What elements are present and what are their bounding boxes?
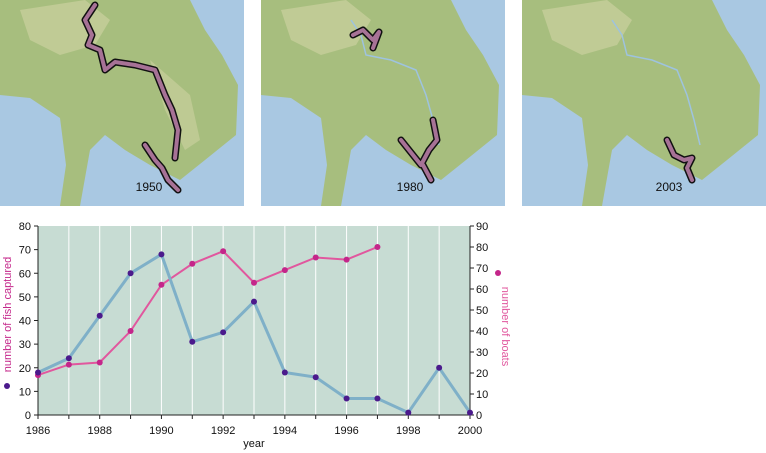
- right-axis-ticks: 0 10 20 30 40 50 60 70 80 90: [470, 221, 488, 422]
- right-tick-label: 60: [476, 284, 488, 296]
- boats-point: [374, 244, 381, 250]
- x-tick-label: 1996: [334, 425, 358, 437]
- right-tick-label: 90: [476, 221, 488, 233]
- fish-point: [65, 355, 72, 362]
- fish-point: [343, 395, 350, 402]
- boats-point: [281, 267, 288, 274]
- fish-point: [35, 369, 41, 376]
- x-axis-ticks: 1986 1988 1990 1992 1994 1996 1998 2000: [26, 415, 482, 437]
- right-tick-label: 50: [476, 305, 488, 317]
- river: [611, 19, 701, 146]
- map-year-label: 1950: [135, 180, 163, 194]
- right-tick-label: 30: [476, 347, 488, 359]
- fish-point: [251, 298, 257, 305]
- right-tick-label: 40: [476, 326, 488, 338]
- x-tick-label: 1994: [273, 425, 297, 437]
- x-tick-label: 1992: [211, 425, 235, 437]
- right-axis-title: number of boats: [499, 287, 510, 367]
- fish-point: [467, 409, 473, 416]
- x-tick-label: 1986: [26, 425, 50, 437]
- map-1980: [261, 0, 505, 206]
- fish-point: [312, 374, 319, 381]
- x-axis-title: year: [243, 438, 265, 450]
- boats-line: [37, 246, 378, 377]
- right-tick-label: 80: [476, 242, 488, 254]
- fish-point: [220, 329, 227, 336]
- fish-point: [96, 312, 103, 319]
- fish-point: [281, 369, 288, 376]
- boats-point: [65, 361, 72, 368]
- fish-boats-chart: 0 10 20 30 40 50 60 70 80 0 10 20 30 40 50 60 70 80 90 19…: [2, 221, 510, 450]
- boats-point: [189, 260, 196, 267]
- map-panel-1950: 1950: [0, 0, 244, 206]
- map-panel-2003: 2003: [522, 0, 766, 206]
- fish-range: [665, 138, 694, 182]
- highland: [281, 0, 371, 55]
- x-tick-label: 1998: [396, 425, 420, 437]
- highland: [542, 0, 632, 55]
- right-tick-label: 0: [476, 410, 482, 422]
- map-1950: [0, 0, 244, 206]
- left-tick-label: 50: [19, 292, 31, 304]
- left-axis-legend-dot: [4, 383, 10, 389]
- map-2003: [522, 0, 766, 206]
- fish-point: [127, 270, 134, 277]
- left-tick-label: 80: [19, 221, 31, 233]
- left-axis-ticks: 0 10 20 30 40 50 60 70 80: [19, 221, 38, 422]
- boats-point: [220, 248, 227, 255]
- boats-point: [96, 359, 103, 366]
- right-tick-label: 10: [476, 389, 488, 401]
- boats-point: [312, 254, 319, 261]
- left-tick-label: 40: [19, 316, 31, 328]
- fish-range: [399, 118, 439, 182]
- boats-point: [158, 281, 165, 288]
- fish-point: [158, 251, 165, 258]
- left-tick-label: 0: [25, 410, 31, 422]
- left-tick-label: 30: [19, 339, 31, 351]
- fish-point: [374, 395, 381, 402]
- boats-point: [127, 328, 134, 334]
- left-tick-label: 20: [19, 363, 31, 375]
- x-tick-label: 1990: [149, 425, 173, 437]
- left-tick-label: 60: [19, 268, 31, 280]
- map-panel-1980: 1980: [261, 0, 505, 206]
- left-tick-label: 10: [19, 386, 31, 398]
- map-year-label: 1980: [396, 180, 424, 194]
- fish-point: [436, 364, 443, 371]
- map-year-label: 2003: [655, 180, 683, 194]
- series: [35, 244, 473, 416]
- left-axis-title: number of fish captured: [2, 257, 14, 373]
- fish-range: [83, 3, 180, 160]
- fish-range: [143, 143, 180, 192]
- fish-point: [189, 338, 196, 345]
- fish-range: [351, 28, 381, 50]
- x-tick-label: 1988: [87, 425, 111, 437]
- boats-point: [343, 256, 350, 263]
- x-tick-label: 2000: [458, 425, 482, 437]
- right-tick-label: 20: [476, 368, 488, 380]
- fish-point: [405, 409, 412, 416]
- right-tick-label: 70: [476, 263, 488, 275]
- right-axis-legend-dot: [495, 270, 501, 276]
- boats-point: [251, 279, 257, 286]
- river: [350, 19, 440, 146]
- left-tick-label: 70: [19, 245, 31, 257]
- gridlines: [68, 226, 440, 415]
